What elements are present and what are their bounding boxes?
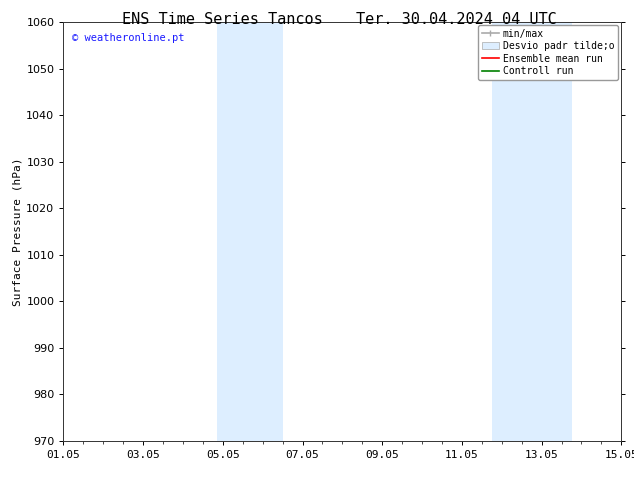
Text: ENS Time Series Tancos: ENS Time Series Tancos [122,12,322,27]
Legend: min/max, Desvio padr tilde;o, Ensemble mean run, Controll run: min/max, Desvio padr tilde;o, Ensemble m… [477,25,618,80]
Text: © weatheronline.pt: © weatheronline.pt [72,32,184,43]
Bar [217,22,283,441]
Text: Ter. 30.04.2024 04 UTC: Ter. 30.04.2024 04 UTC [356,12,557,27]
Bar [492,22,571,441]
Y-axis label: Surface Pressure (hPa): Surface Pressure (hPa) [12,157,22,306]
